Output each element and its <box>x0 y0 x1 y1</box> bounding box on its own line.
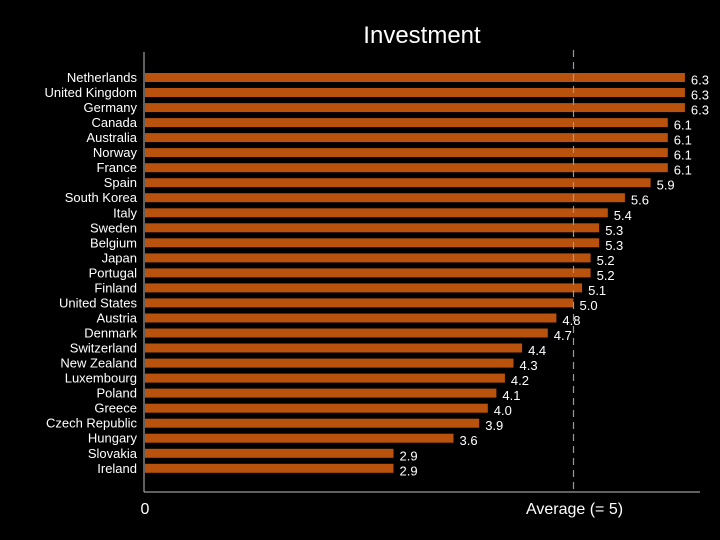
value-label: 6.3 <box>691 73 709 88</box>
bar-switzerland <box>145 343 523 353</box>
value-label: 6.1 <box>674 118 692 133</box>
bar-belgium <box>145 238 600 248</box>
value-label: 4.2 <box>511 373 529 388</box>
value-label: 4.4 <box>528 343 546 358</box>
bar-poland <box>145 388 497 398</box>
category-label: Australia <box>86 130 137 145</box>
category-label: Finland <box>94 280 137 295</box>
value-label: 4.1 <box>502 388 520 403</box>
bar-canada <box>145 118 668 128</box>
value-label: 5.4 <box>614 208 632 223</box>
value-label: 5.2 <box>597 268 615 283</box>
bar-austria <box>145 313 557 323</box>
value-label: 6.3 <box>691 103 709 118</box>
category-label: Czech Republic <box>46 416 138 431</box>
category-label: Canada <box>91 115 137 130</box>
bars-group: Netherlands 6.3 United Kingdom 6.3 Germany 6.… <box>45 70 709 478</box>
bar-france <box>145 163 668 173</box>
category-label: New Zealand <box>60 356 137 371</box>
category-label: United States <box>59 295 138 310</box>
bar-portugal <box>145 268 591 278</box>
bar-spain <box>145 178 651 188</box>
bar-hungary <box>145 433 454 443</box>
value-label: 6.3 <box>691 88 709 103</box>
category-label: Switzerland <box>70 341 137 356</box>
value-label: 3.6 <box>460 433 478 448</box>
category-label: Hungary <box>88 431 138 446</box>
bar-germany <box>145 103 685 113</box>
bar-slovakia <box>145 448 394 458</box>
category-label: Belgium <box>90 235 137 250</box>
category-label: Portugal <box>89 265 138 280</box>
category-label: Greece <box>94 401 137 416</box>
category-label: United Kingdom <box>45 85 138 100</box>
value-label: 6.1 <box>674 148 692 163</box>
category-label: Japan <box>102 250 137 265</box>
bar-denmark <box>145 328 548 338</box>
value-label: 2.9 <box>400 463 418 478</box>
category-label: France <box>97 160 137 175</box>
value-label: 4.8 <box>562 313 580 328</box>
bar-netherlands <box>145 73 685 82</box>
value-label: 5.3 <box>605 238 623 253</box>
value-label: 5.1 <box>588 283 606 298</box>
category-label: Sweden <box>90 220 137 235</box>
bar-united-states <box>145 298 574 308</box>
bar-czech-republic <box>145 418 480 428</box>
category-label: Luxembourg <box>65 371 137 386</box>
value-label: 4.7 <box>554 328 572 343</box>
value-label: 2.9 <box>400 448 418 463</box>
chart-title: Investment <box>363 22 481 49</box>
bar-ireland <box>145 463 394 473</box>
bar-italy <box>145 208 608 218</box>
bar-japan <box>145 253 591 263</box>
category-label: Netherlands <box>67 70 138 85</box>
value-label: 6.1 <box>674 133 692 148</box>
category-label: Slovakia <box>88 446 138 461</box>
category-label: Ireland <box>97 461 137 476</box>
bar-norway <box>145 148 668 158</box>
bar-south-korea <box>145 193 625 203</box>
x-axis-zero-label: 0 <box>141 501 150 518</box>
category-label: Austria <box>97 311 138 326</box>
category-label: Spain <box>104 175 137 190</box>
average-reference-label: Average (= 5) <box>526 501 623 518</box>
bar-new-zealand <box>145 358 514 368</box>
bar-finland <box>145 283 583 293</box>
value-label: 6.1 <box>674 163 692 178</box>
bar-sweden <box>145 223 600 233</box>
category-label: Denmark <box>84 326 137 341</box>
value-label: 4.0 <box>494 403 512 418</box>
category-label: Norway <box>93 145 138 160</box>
value-label: 5.6 <box>631 193 649 208</box>
value-label: 3.9 <box>485 418 503 433</box>
value-label: 4.3 <box>520 358 538 373</box>
value-label: 5.9 <box>657 178 675 193</box>
bar-australia <box>145 133 668 143</box>
value-label: 5.3 <box>605 223 623 238</box>
category-label: Italy <box>113 205 137 220</box>
bar-greece <box>145 403 488 413</box>
category-label: Germany <box>84 100 138 115</box>
category-label: Poland <box>97 386 137 401</box>
category-label: South Korea <box>65 190 138 205</box>
value-label: 5.0 <box>580 298 598 313</box>
bar-luxembourg <box>145 373 505 383</box>
value-label: 5.2 <box>597 253 615 268</box>
bar-united-kingdom <box>145 88 685 97</box>
